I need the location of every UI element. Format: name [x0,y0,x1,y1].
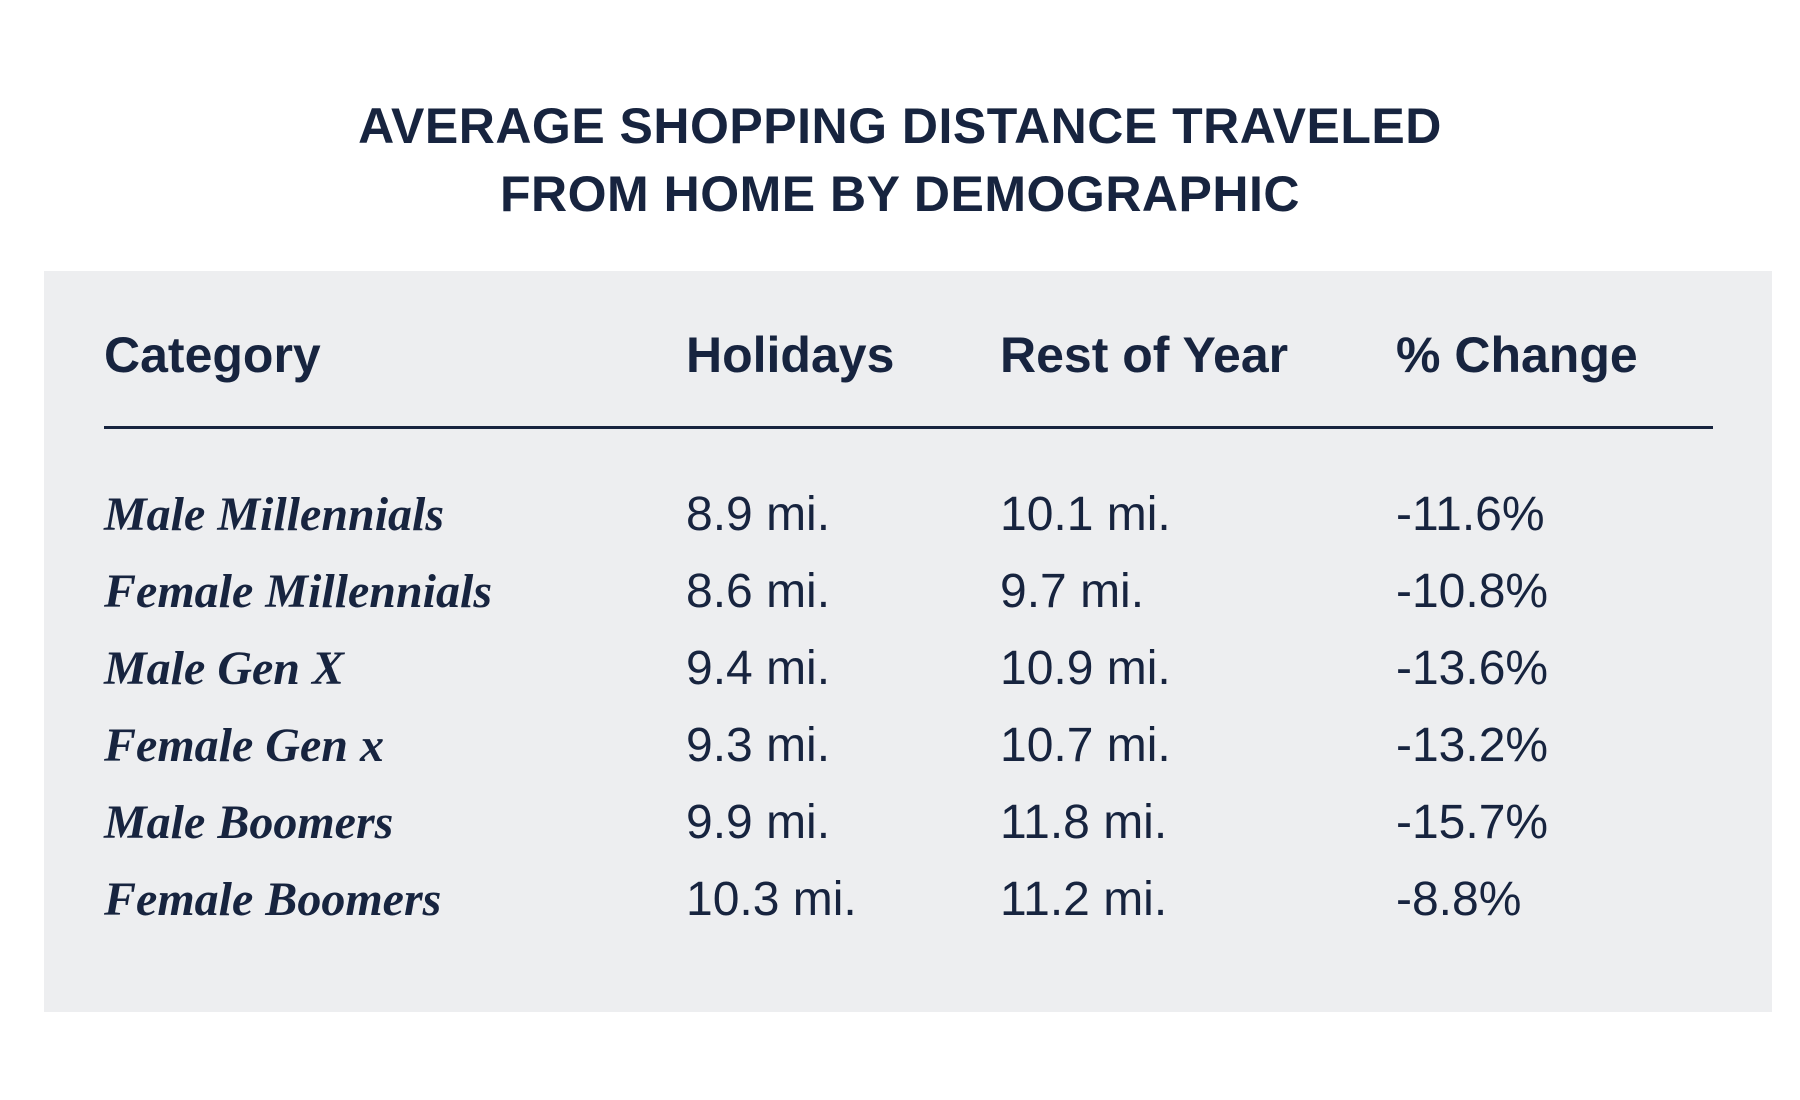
table-row: Male Boomers 9.9 mi. 11.8 mi. -15.7% [44,788,1772,858]
header-divider [104,426,1713,429]
row-holidays-value: 9.4 mi. [686,642,831,695]
row-holidays-value: 8.9 mi. [686,488,831,541]
row-rest-of-year-value: 10.7 mi. [1000,719,1171,772]
chart-title-line-2: FROM HOME BY DEMOGRAPHIC [500,166,1300,222]
row-holidays-value: 10.3 mi. [686,873,857,926]
column-header-category: Category [104,327,321,383]
table-row: Female Gen x 9.3 mi. 10.7 mi. -13.2% [44,711,1772,781]
row-percent-change-value: -11.6% [1396,488,1545,541]
row-rest-of-year-value: 9.7 mi. [1000,565,1145,618]
row-category: Female Boomers [104,873,442,926]
column-header-percent-change: % Change [1396,327,1638,383]
table-row: Male Millennials 8.9 mi. 10.1 mi. -11.6% [44,480,1772,550]
row-holidays-value: 8.6 mi. [686,565,831,618]
data-table-panel: Category Holidays Rest of Year % Change … [44,271,1772,1012]
row-holidays-value: 9.9 mi. [686,796,831,849]
row-percent-change-value: -13.2% [1396,719,1549,772]
row-percent-change-value: -13.6% [1396,642,1549,695]
column-header-rest-of-year: Rest of Year [1000,327,1289,383]
row-percent-change-value: -8.8% [1396,873,1522,926]
chart-title-line-1: AVERAGE SHOPPING DISTANCE TRAVELED [358,98,1442,154]
column-header-holidays: Holidays [686,327,895,383]
row-rest-of-year-value: 10.1 mi. [1000,488,1171,541]
row-category: Male Millennials [104,488,445,541]
row-rest-of-year-value: 11.8 mi. [1000,796,1168,849]
row-category: Female Gen x [104,719,384,772]
table-header-row: Category Holidays Rest of Year % Change [44,325,1772,385]
row-holidays-value: 9.3 mi. [686,719,831,772]
row-category: Female Millennials [104,565,493,618]
row-category: Male Boomers [104,796,394,849]
table-row: Female Millennials 8.6 mi. 9.7 mi. -10.8… [44,557,1772,627]
chart-title: AVERAGE SHOPPING DISTANCE TRAVELED FROM … [0,92,1800,228]
row-percent-change-value: -10.8% [1396,565,1549,618]
table-row: Male Gen X 9.4 mi. 10.9 mi. -13.6% [44,634,1772,704]
table-row: Female Boomers 10.3 mi. 11.2 mi. -8.8% [44,865,1772,935]
row-rest-of-year-value: 10.9 mi. [1000,642,1171,695]
row-percent-change-value: -15.7% [1396,796,1549,849]
row-rest-of-year-value: 11.2 mi. [1000,873,1168,926]
row-category: Male Gen X [104,642,344,695]
